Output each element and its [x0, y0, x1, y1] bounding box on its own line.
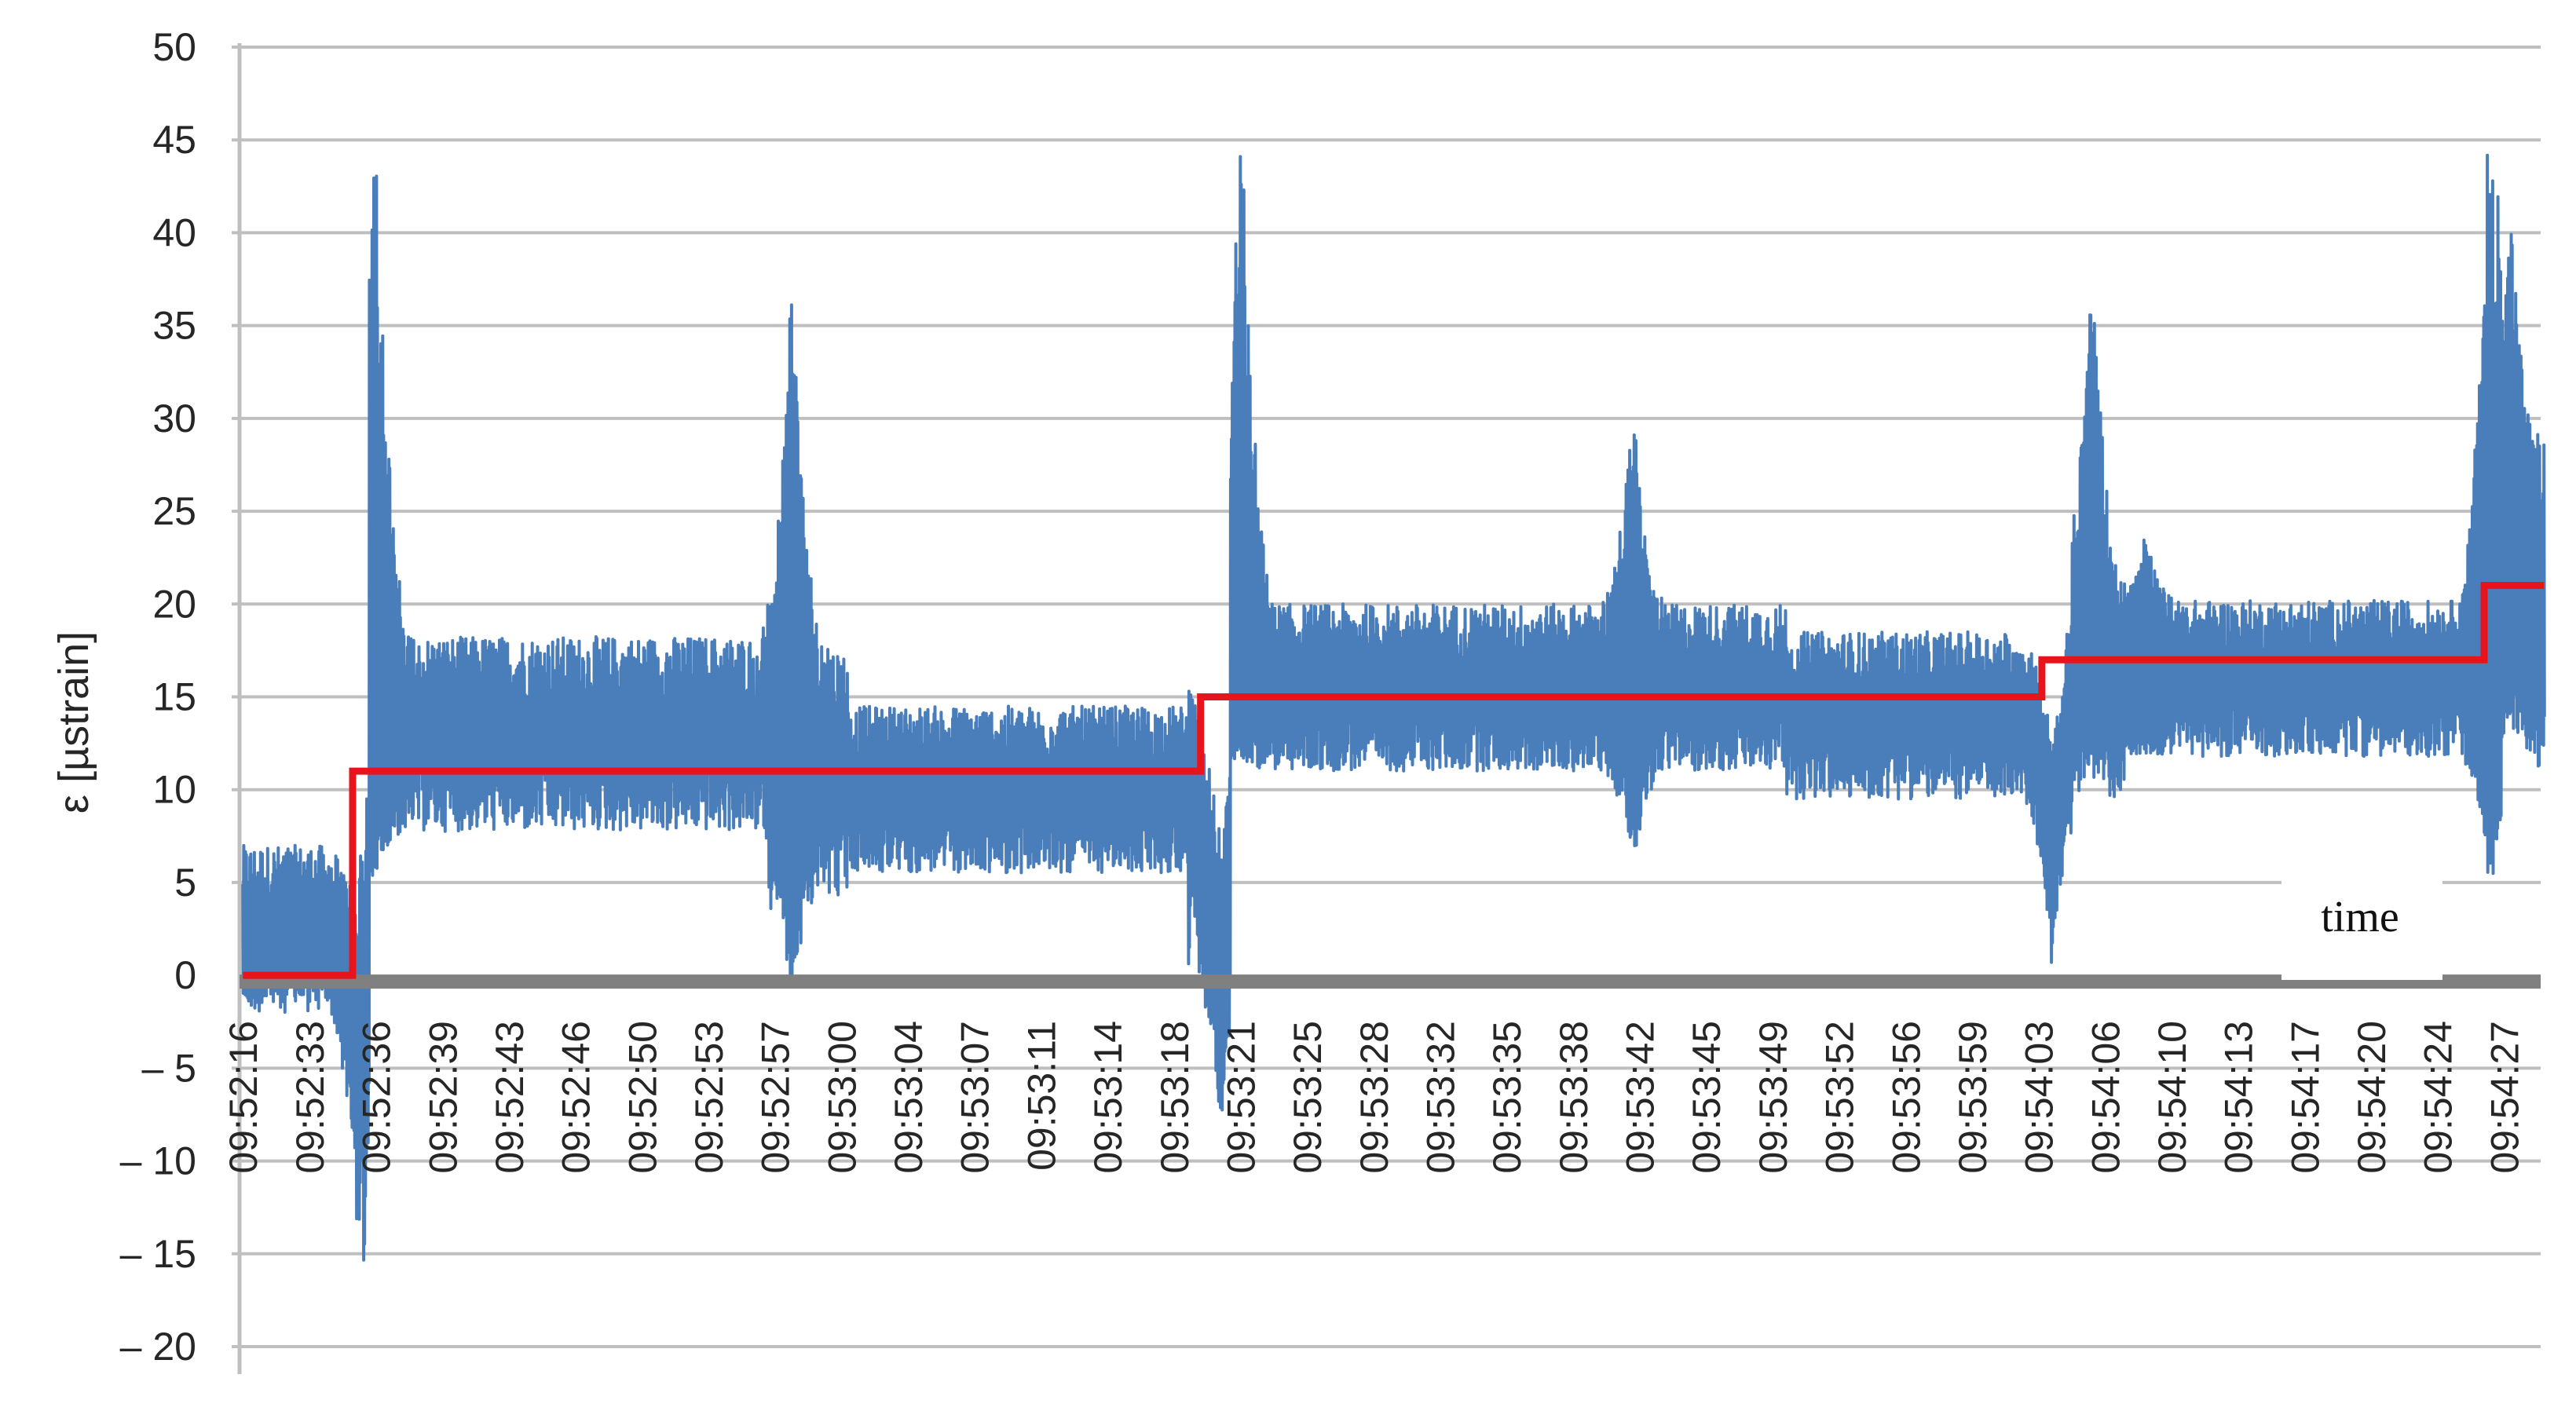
- x-tick-label: 09:54:17: [2283, 1021, 2327, 1174]
- mean-strain-step-line: [243, 582, 2545, 979]
- x-tick-label: 09:53:49: [1751, 1021, 1795, 1174]
- x-tick-label: 09:54:03: [2018, 1021, 2062, 1174]
- y-tick-label: 10: [152, 768, 196, 812]
- y-tick-label: 30: [152, 397, 196, 440]
- x-tick-label: 09:52:53: [687, 1021, 731, 1174]
- y-tick-label: 35: [152, 304, 196, 348]
- y-tick-label: 50: [152, 25, 196, 69]
- x-tick-label: 09:54:06: [2084, 1021, 2128, 1174]
- x-tick-label: 09:52:57: [754, 1021, 798, 1174]
- x-tick-label: 09:52:39: [421, 1021, 465, 1174]
- x-tick-label: 09:53:21: [1220, 1021, 1264, 1174]
- x-tick-label: 09:53:18: [1153, 1021, 1197, 1174]
- grid-lines: [232, 43, 2541, 1374]
- x-tick-labels: 09:52:16 09:52:33 09:52:36 09:52:39 09:52:43…: [221, 1021, 2527, 1174]
- x-tick-label: 09:54:20: [2350, 1021, 2394, 1174]
- x-tick-label: 09:54:27: [2483, 1021, 2527, 1174]
- y-tick-label: 25: [152, 489, 196, 533]
- y-tick-label: 20: [152, 582, 196, 626]
- y-tick-label: 45: [152, 118, 196, 162]
- x-tick-label: 09:53:28: [1352, 1021, 1396, 1174]
- x-tick-label: 09:54:13: [2217, 1021, 2261, 1174]
- x-tick-label: 09:52:46: [554, 1021, 598, 1174]
- y-tick-label: 5: [174, 861, 196, 905]
- x-tick-label: 09:53:25: [1286, 1021, 1330, 1174]
- x-tick-label: 09:53:00: [820, 1021, 864, 1174]
- x-tick-label: 09:53:42: [1619, 1021, 1663, 1174]
- mean-strain-series: [243, 582, 2545, 979]
- x-tick-label: 09:53:38: [1552, 1021, 1596, 1174]
- y-tick-label: – 5: [141, 1046, 196, 1090]
- y-tick-label: – 15: [120, 1232, 196, 1276]
- y-axis-label: ε [µstrain]: [50, 631, 97, 813]
- x-tick-label: 09:53:14: [1086, 1021, 1130, 1174]
- y-tick-label: – 10: [120, 1139, 196, 1183]
- time-annotation: time: [2321, 893, 2399, 941]
- y-tick-label: 15: [152, 675, 196, 719]
- x-tick-label: 09:52:33: [288, 1021, 332, 1174]
- x-tick-label: 09:53:56: [1884, 1021, 1928, 1174]
- x-tick-label: 09:53:52: [1818, 1021, 1862, 1174]
- x-tick-label: 09:52:16: [221, 1021, 265, 1174]
- x-tick-label: 09:53:04: [887, 1021, 931, 1174]
- x-tick-label: 09:53:59: [1951, 1021, 1995, 1174]
- x-tick-label: 09:53:11: [1019, 1021, 1063, 1171]
- x-tick-label: 09:53:45: [1685, 1021, 1729, 1174]
- x-tick-label: 09:52:36: [355, 1021, 399, 1174]
- y-tick-label: 40: [152, 210, 196, 254]
- annotation-box: [2281, 878, 2442, 980]
- x-tick-label: 09:53:32: [1419, 1021, 1463, 1174]
- x-tick-label: 09:54:24: [2417, 1021, 2461, 1174]
- x-tick-label: 09:52:50: [620, 1021, 664, 1174]
- y-tick-label: 0: [174, 953, 196, 997]
- raw-strain-series: [241, 153, 2546, 1262]
- x-tick-label: 09:53:35: [1485, 1021, 1529, 1174]
- x-tick-label: 09:53:07: [953, 1021, 997, 1174]
- y-tick-label: – 20: [120, 1325, 196, 1369]
- x-tick-label: 09:52:43: [488, 1021, 532, 1174]
- x-tick-label: 09:54:10: [2150, 1021, 2194, 1174]
- raw-strain-line: [241, 153, 2546, 1262]
